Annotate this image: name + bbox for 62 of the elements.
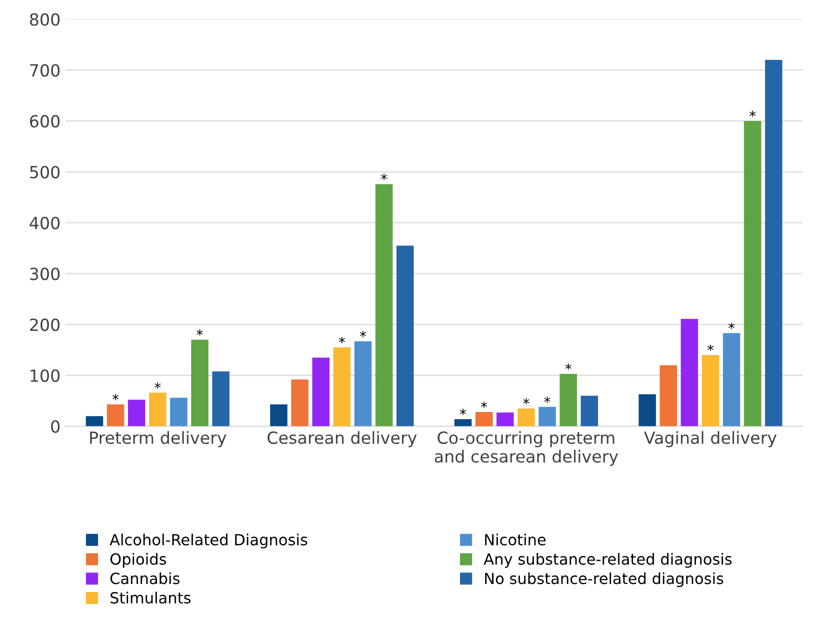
y-tick-label: 300 <box>30 268 60 280</box>
bar <box>722 333 740 426</box>
y-tick-label: 800 <box>30 13 60 26</box>
data-label: * <box>750 110 756 117</box>
data-label: * <box>544 396 550 403</box>
bar <box>702 355 720 426</box>
bar <box>354 341 372 426</box>
data-label: * <box>380 174 388 180</box>
data-label: * <box>196 329 203 336</box>
data-label: * <box>707 344 714 351</box>
bar <box>518 408 535 426</box>
data-label: * <box>481 402 488 408</box>
data-label: * <box>728 322 735 330</box>
bar <box>86 416 104 426</box>
bar <box>560 374 577 426</box>
bar <box>454 419 472 426</box>
bar <box>291 379 308 426</box>
bar <box>212 371 230 426</box>
bar <box>396 246 414 426</box>
data-label: * <box>360 330 366 338</box>
legend-label: Alcohol-Related Diagnosis <box>110 534 308 548</box>
bar <box>191 340 208 426</box>
data-label: * <box>112 394 119 400</box>
y-tick-label: 600 <box>30 114 60 128</box>
bar <box>149 392 166 426</box>
bar <box>638 394 656 426</box>
x-tick-label: Preterm delivery <box>90 431 226 448</box>
y-tick-label: 200 <box>30 318 60 332</box>
y-tick-label: 700 <box>30 64 60 77</box>
legend-label: Opioids <box>110 553 166 568</box>
bar <box>270 404 288 426</box>
data-label: * <box>154 382 161 389</box>
data-label: * <box>460 408 466 416</box>
legend-label: Stimulants <box>110 592 191 604</box>
bar <box>128 400 146 426</box>
bar <box>580 396 598 426</box>
data-label: * <box>338 336 345 344</box>
bar <box>496 412 514 426</box>
legend-label: Nicotine <box>485 534 546 546</box>
bar <box>680 318 698 426</box>
legend-label: No substance-related diagnosis <box>485 572 724 588</box>
legend-label: Cannabis <box>110 572 180 584</box>
y-tick-label: 400 <box>30 216 60 230</box>
y-tick-label: 500 <box>30 166 60 178</box>
bar <box>170 398 188 426</box>
bar <box>333 347 351 426</box>
bar <box>765 60 782 426</box>
x-tick-label: Vaginal delivery <box>644 431 777 448</box>
data-label: * <box>565 363 572 370</box>
bar <box>475 412 493 426</box>
bar <box>660 365 677 426</box>
bar <box>375 184 393 426</box>
bar <box>312 358 330 426</box>
bar <box>744 120 762 426</box>
x-tick-label: Cesarean delivery <box>268 431 417 448</box>
y-tick-label: 100 <box>30 369 60 382</box>
x-tick-label: Co-occurring preterm and cesarean delivery <box>434 431 618 466</box>
bar <box>538 406 556 426</box>
data-label: * <box>523 398 530 404</box>
bar <box>106 404 124 426</box>
y-tick-label: 0 <box>51 420 60 433</box>
legend-label: Any substance-related diagnosis <box>484 553 732 568</box>
